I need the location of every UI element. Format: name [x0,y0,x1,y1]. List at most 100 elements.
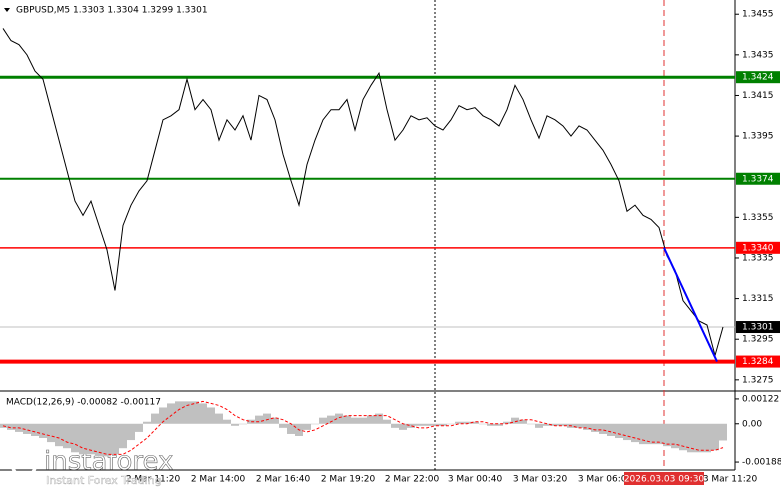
macd-bar [407,423,415,428]
macd-bar [343,415,351,424]
current-price-box [736,321,780,334]
macd-bar [463,421,471,424]
cursor-time-box [624,472,704,485]
macd-bar [583,423,591,430]
macd-bar [71,423,79,453]
macd-bar [223,419,231,424]
x-tick-label: 3 Mar 00:40 [448,475,503,485]
macd-bar [271,417,279,424]
level-label: 1.3374 [742,174,774,184]
level-label-box [736,241,780,254]
macd-bar [247,419,255,424]
macd-bar [287,423,295,434]
macd-bar [455,421,463,424]
macd-bar [31,423,39,436]
macd-bar [383,419,391,424]
y-tick-label: 1.3275 [742,375,774,385]
macd-bar [199,403,207,424]
macd-bar [263,413,271,424]
brand-tagline: Instant Forex Trading [46,474,162,487]
macd-bar [639,423,647,445]
macd-bar [391,423,399,428]
x-tick-label: 2 Mar 16:40 [256,475,311,485]
macd-bar [487,423,495,426]
macd-bar [703,423,711,453]
macd-bar [607,423,615,436]
x-tick-label: 3 Mar 06:00 [578,475,633,485]
macd-bar [335,413,343,424]
macd-bar [151,413,159,424]
macd-bar [519,419,527,424]
menu-arrow [4,8,10,12]
macd-bar [183,401,191,424]
macd-bar [159,407,167,424]
macd-bar [615,423,623,439]
cursor-time-label: 2026.03.03 09:30 [624,475,705,485]
macd-bar [663,423,671,447]
macd-bar [631,423,639,443]
macd-bar [135,423,143,432]
macd-bar [479,423,487,425]
macd-bar [359,417,367,424]
macd-bar [311,423,319,425]
level-label: 1.3340 [742,243,774,253]
level-label-box [736,355,780,368]
macd-bar [495,423,503,426]
macd-bar [167,403,175,424]
macd-bar [215,413,223,424]
y-tick-label: 1.3295 [742,335,774,345]
level-label: 1.3284 [742,357,774,367]
trendline [663,247,718,362]
macd-bar [471,421,479,424]
macd-bar [399,423,407,430]
macd-bar [719,423,727,441]
plot-layer: 1.34551.34351.34151.33951.33551.33351.33… [0,10,781,487]
macd-bar [7,423,15,430]
macd-bar [439,423,447,426]
chart-title: GBPUSD,M5 1.3303 1.3304 1.3299 1.3301 [16,6,208,16]
y-tick-label: -0.00188 [742,458,781,468]
macd-bar [255,415,263,424]
brand-name: instaforex [44,447,173,477]
macd-bar [327,415,335,424]
macd-bar [503,421,511,424]
macd-bar [431,423,439,426]
macd-bar [143,421,151,424]
macd-bar [47,423,55,443]
current-price-label: 1.3301 [742,323,774,333]
macd-bar [87,423,95,455]
y-tick-label: 1.3395 [742,132,774,142]
macd-bar [687,423,695,453]
macd-bar [655,423,663,445]
macd-bar [23,423,31,434]
macd-bar [647,423,655,445]
macd-bar [351,417,359,424]
x-tick-label: 2 Mar 22:00 [385,475,440,485]
macd-bar [95,423,103,457]
macd-bar [79,423,87,455]
macd-bar [591,423,599,432]
x-tick-label: 3 Mar 11:20 [703,475,758,485]
price-line [2,28,724,358]
macd-bar [119,423,127,449]
macd-bar [303,423,311,430]
macd-bar [551,423,559,426]
macd-bar [319,417,327,424]
y-tick-label: 1.3415 [742,91,774,101]
x-tick-label: 2 Mar 19:20 [321,475,376,485]
y-tick-label: 1.3315 [742,294,774,304]
macd-bar [111,423,119,455]
y-tick-label: 0.00 [742,419,762,429]
y-tick-label: 1.3435 [742,50,774,60]
macd-bar [535,423,543,428]
macd-bar [679,423,687,451]
macd-bar [423,423,431,426]
macd-bar [575,423,583,428]
logo-mark [9,447,39,477]
macd-title: MACD(12,26,9) -0.00082 -0.00117 [6,398,161,408]
macd-bar [127,423,135,441]
y-tick-label: 0.00122 [742,394,779,404]
macd-bar [103,423,111,457]
